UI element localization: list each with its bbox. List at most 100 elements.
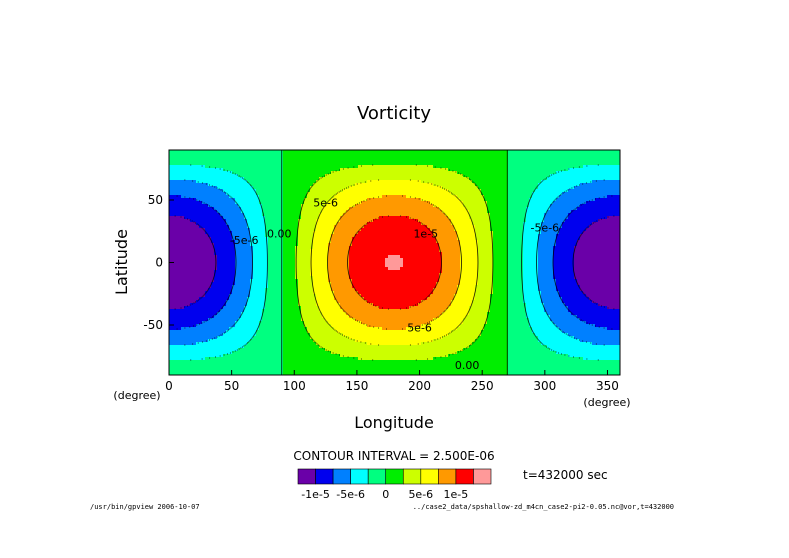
field-cell xyxy=(253,327,257,331)
field-cell xyxy=(181,261,185,265)
field-cell xyxy=(316,282,320,286)
field-cell xyxy=(274,291,278,295)
field-cell xyxy=(268,195,272,199)
field-cell xyxy=(190,351,194,355)
field-cell xyxy=(232,177,236,181)
field-cell xyxy=(304,345,308,349)
field-cell xyxy=(340,162,344,166)
field-cell xyxy=(196,168,200,172)
field-cell xyxy=(190,228,194,232)
field-cell xyxy=(175,369,179,373)
field-cell xyxy=(307,246,311,250)
field-cell xyxy=(229,213,233,217)
field-cell xyxy=(319,258,323,262)
field-cell xyxy=(346,246,350,250)
field-cell xyxy=(250,240,254,244)
field-cell xyxy=(328,327,332,331)
field-cell xyxy=(247,195,251,199)
field-cell xyxy=(352,159,356,163)
field-cell xyxy=(316,267,320,271)
field-cell xyxy=(196,174,200,178)
field-cell xyxy=(343,231,347,235)
field-cell xyxy=(217,363,221,367)
field-cell xyxy=(304,315,308,319)
field-cell xyxy=(262,252,266,256)
field-cell xyxy=(250,165,254,169)
field-cell xyxy=(340,153,344,157)
field-cell xyxy=(271,363,275,367)
field-cell xyxy=(358,339,362,343)
field-cell xyxy=(352,339,356,343)
field-cell xyxy=(307,369,311,373)
field-cell xyxy=(337,258,341,262)
field-cell xyxy=(289,222,293,226)
field-cell xyxy=(301,366,305,370)
field-cell xyxy=(238,336,242,340)
field-cell xyxy=(211,339,215,343)
field-cell xyxy=(358,210,362,214)
field-cell xyxy=(202,165,206,169)
field-cell xyxy=(364,231,368,235)
field-cell xyxy=(229,363,233,367)
field-cell xyxy=(208,216,212,220)
field-cell xyxy=(271,261,275,265)
field-cell xyxy=(217,342,221,346)
field-cell xyxy=(364,315,368,319)
field-cell xyxy=(250,285,254,289)
field-cell xyxy=(277,216,281,220)
field-cell xyxy=(250,318,254,322)
field-cell xyxy=(298,342,302,346)
field-cell xyxy=(235,309,239,313)
field-cell xyxy=(256,360,260,364)
field-cell xyxy=(277,321,281,325)
field-cell xyxy=(238,150,242,154)
field-cell xyxy=(220,156,224,160)
field-cell xyxy=(283,198,287,202)
field-cell xyxy=(361,189,365,193)
field-cell xyxy=(262,300,266,304)
field-cell xyxy=(355,306,359,310)
field-cell xyxy=(295,324,299,328)
field-cell xyxy=(217,168,221,172)
field-cell xyxy=(172,288,176,292)
field-cell xyxy=(208,222,212,226)
field-cell xyxy=(328,234,332,238)
field-cell xyxy=(343,297,347,301)
field-cell xyxy=(259,207,263,211)
field-cell xyxy=(217,222,221,226)
field-cell xyxy=(259,276,263,280)
field-cell xyxy=(220,297,224,301)
field-cell xyxy=(247,339,251,343)
field-cell xyxy=(223,267,227,271)
field-cell xyxy=(190,159,194,163)
field-cell xyxy=(346,225,350,229)
field-cell xyxy=(334,216,338,220)
field-cell xyxy=(319,189,323,193)
field-cell xyxy=(238,183,242,187)
field-cell xyxy=(337,345,341,349)
field-cell xyxy=(265,339,269,343)
field-cell xyxy=(238,264,242,268)
field-cell xyxy=(346,240,350,244)
field-cell xyxy=(361,297,365,301)
field-cell xyxy=(211,288,215,292)
field-cell xyxy=(310,207,314,211)
field-cell xyxy=(361,198,365,202)
field-cell xyxy=(208,192,212,196)
field-cell xyxy=(184,180,188,184)
field-cell xyxy=(292,159,296,163)
field-cell xyxy=(337,363,341,367)
field-cell xyxy=(343,261,347,265)
field-cell xyxy=(202,201,206,205)
field-cell xyxy=(241,366,245,370)
field-cell xyxy=(346,360,350,364)
field-cell xyxy=(253,219,257,223)
field-cell xyxy=(277,171,281,175)
field-cell xyxy=(256,183,260,187)
field-cell xyxy=(325,183,329,187)
field-cell xyxy=(319,273,323,277)
field-cell xyxy=(262,228,266,232)
field-cell xyxy=(355,294,359,298)
field-cell xyxy=(310,285,314,289)
field-cell xyxy=(268,333,272,337)
